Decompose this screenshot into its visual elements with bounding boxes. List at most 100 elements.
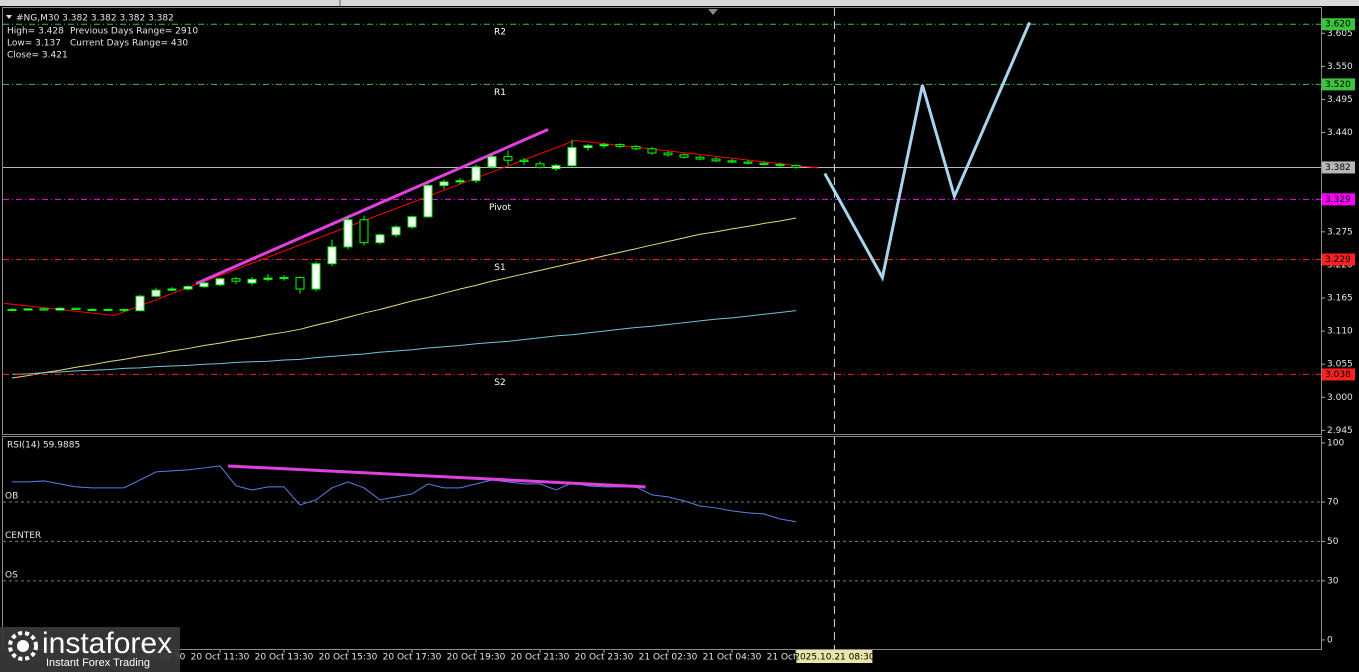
cursor-time-label: 2025.10.21 08:30 [794, 653, 875, 663]
candle-body [215, 278, 225, 286]
y-tick-label: 3.550 [1327, 62, 1353, 72]
level-price-box [1322, 253, 1355, 266]
candle-body [583, 145, 593, 149]
candle-body [455, 180, 465, 183]
logo-tagline: Instant Forex Trading [46, 657, 150, 669]
candle-body [519, 159, 529, 162]
candle-body [375, 234, 385, 244]
candle-body [23, 308, 33, 311]
x-tick-label: 21 Oct 02:30 [639, 653, 698, 663]
overlay-layer: instaforex Instant Forex Trading [0, 627, 180, 672]
candle-body [343, 219, 353, 248]
symbol-title: #NG,M30 3.382 3.382 3.382 3.382 [16, 14, 174, 24]
pivot-level-name: R1 [494, 88, 506, 98]
y-tick-label: 3.165 [1327, 294, 1353, 304]
x-tick-label: 20 Oct 15:30 [319, 653, 378, 663]
level-price-label: 3.229 [1325, 255, 1351, 265]
logo-gear [8, 631, 38, 661]
x-tick-label: 20 Oct 23:30 [575, 653, 634, 663]
candle-body [727, 160, 737, 163]
x-tick-label: 20 Oct 17:30 [383, 653, 442, 663]
logo-name: instaforex [42, 627, 172, 660]
candle-body [87, 308, 97, 311]
main-panel-border [2, 7, 1322, 435]
candle-body [663, 152, 673, 156]
y-tick-label: 70 [1327, 498, 1339, 508]
candle-body [743, 161, 753, 164]
candle-body [567, 147, 577, 167]
level-price-label: 3.520 [1325, 80, 1351, 90]
x-tick-label: 20 Oct 11:30 [191, 653, 250, 663]
info-high: High= 3.428 [7, 27, 64, 37]
current-price-label: 3.382 [1325, 163, 1351, 173]
candle-body [263, 277, 273, 280]
x-tick-label: 20 Oct 13:30 [255, 653, 314, 663]
candle-body [135, 295, 145, 312]
candle-body [775, 163, 785, 167]
candle-body [295, 277, 305, 290]
logo-box [0, 627, 180, 672]
rsi-level-label: OB [5, 492, 18, 502]
candle-body [487, 156, 497, 168]
pivot-level-name: R2 [494, 28, 506, 38]
candle-body [151, 289, 161, 297]
level-price-box [1322, 193, 1355, 206]
candle-body [231, 278, 241, 282]
candle-body [759, 162, 769, 165]
level-price-box [1322, 18, 1355, 31]
candle-body [535, 163, 545, 168]
candle-body [327, 246, 337, 265]
trendline [823, 21, 1031, 282]
candle-body [695, 156, 705, 160]
y-tick-label: 30 [1327, 576, 1339, 586]
candle-body [311, 263, 321, 290]
candle-body [711, 158, 721, 162]
pivot-level-name: S1 [494, 263, 505, 273]
info-close: Close= 3.421 [7, 51, 68, 61]
x-tick-label: 21 Oct 04:30 [703, 653, 762, 663]
rsi-title: RSI(14) 59.9885 [7, 441, 80, 451]
candle-body [407, 216, 417, 228]
y-tick-label: 3.605 [1327, 29, 1353, 39]
rsi-level-label: OS [5, 570, 18, 580]
pivot-level-name: Pivot [489, 203, 512, 213]
y-tick-label: 3.495 [1327, 95, 1353, 105]
y-tick-label: 3.440 [1327, 128, 1353, 138]
info-prev-range: Previous Days Range= 2910 [70, 27, 198, 37]
info-current-range: Current Days Range= 430 [70, 39, 188, 49]
y-tick-label: 2.945 [1327, 426, 1353, 436]
candle-body [679, 154, 689, 158]
candle-body [103, 308, 113, 311]
candle-body [247, 278, 257, 284]
info-low: Low= 3.137 [7, 39, 61, 49]
candle-body [7, 308, 17, 311]
candle-body [471, 166, 481, 182]
rsi-trendline [227, 464, 646, 489]
candle-body [183, 286, 193, 290]
candle-body [167, 288, 177, 291]
symbol-dropdown[interactable] [6, 15, 12, 19]
level-price-label: 3.620 [1325, 20, 1351, 30]
level-price-label: 3.329 [1325, 195, 1351, 205]
candle-body [71, 307, 81, 310]
cursor-time-box [796, 650, 873, 663]
candle-body [439, 181, 449, 187]
x-tick-label: 20 Oct 21:30 [511, 653, 570, 663]
top-strip [0, 0, 1359, 6]
candle-body [503, 156, 513, 161]
y-tick-label: 0 [1327, 635, 1333, 645]
candle-body [279, 277, 289, 280]
level-price-box [1322, 368, 1355, 381]
y-tick-label: 3.275 [1327, 227, 1353, 237]
y-tick-label: 3.055 [1327, 360, 1353, 370]
level-price-label: 3.038 [1325, 370, 1351, 380]
rsi-line [12, 465, 797, 523]
candle-body [647, 148, 657, 154]
moving-average [11, 310, 797, 375]
level-price-box [1322, 78, 1355, 91]
y-tick-label: 50 [1327, 537, 1339, 547]
candle-body [391, 226, 401, 236]
x-tick-label: 20 Oct 19:30 [447, 653, 506, 663]
candle-body [551, 165, 561, 170]
